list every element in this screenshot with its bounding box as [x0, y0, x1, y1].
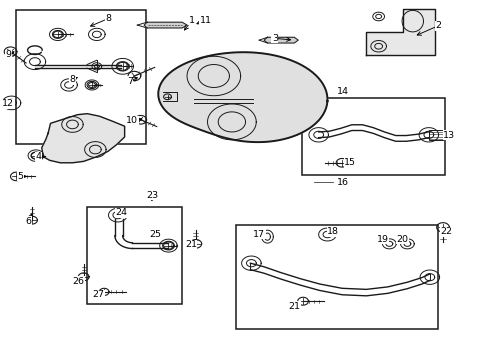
Text: 2: 2	[435, 21, 441, 30]
Text: 8: 8	[105, 14, 111, 23]
Text: 3: 3	[272, 34, 278, 43]
Polygon shape	[42, 114, 124, 163]
Polygon shape	[367, 9, 435, 55]
Text: 7: 7	[127, 77, 133, 86]
Polygon shape	[264, 37, 298, 43]
Text: 21: 21	[185, 240, 197, 249]
Text: 16: 16	[337, 178, 349, 187]
Text: 17: 17	[253, 230, 265, 239]
Text: 4: 4	[35, 152, 41, 161]
Text: 15: 15	[344, 158, 356, 167]
Text: 22: 22	[441, 228, 452, 237]
Text: 8: 8	[70, 75, 75, 84]
Text: 18: 18	[327, 228, 339, 237]
Text: 26: 26	[73, 276, 85, 285]
Text: 23: 23	[146, 190, 158, 199]
Bar	[302, 98, 445, 175]
Text: 10: 10	[126, 116, 138, 125]
Text: 24: 24	[115, 208, 127, 217]
Text: 1: 1	[189, 16, 195, 25]
Text: 14: 14	[337, 86, 349, 95]
Bar	[429, 130, 442, 140]
Text: 13: 13	[443, 131, 455, 140]
Text: 5: 5	[17, 172, 24, 181]
Text: 9: 9	[5, 50, 11, 59]
Text: 25: 25	[149, 230, 161, 239]
Text: 11: 11	[199, 16, 212, 25]
Text: 27: 27	[92, 290, 104, 299]
Polygon shape	[144, 22, 187, 28]
Text: 20: 20	[396, 235, 409, 244]
Bar	[236, 225, 438, 329]
Bar	[87, 207, 182, 304]
Bar	[16, 10, 146, 144]
Text: 21: 21	[288, 302, 300, 311]
Text: 6: 6	[25, 217, 31, 226]
Polygon shape	[158, 52, 327, 142]
Text: 19: 19	[377, 235, 389, 244]
Text: 12: 12	[2, 99, 14, 108]
